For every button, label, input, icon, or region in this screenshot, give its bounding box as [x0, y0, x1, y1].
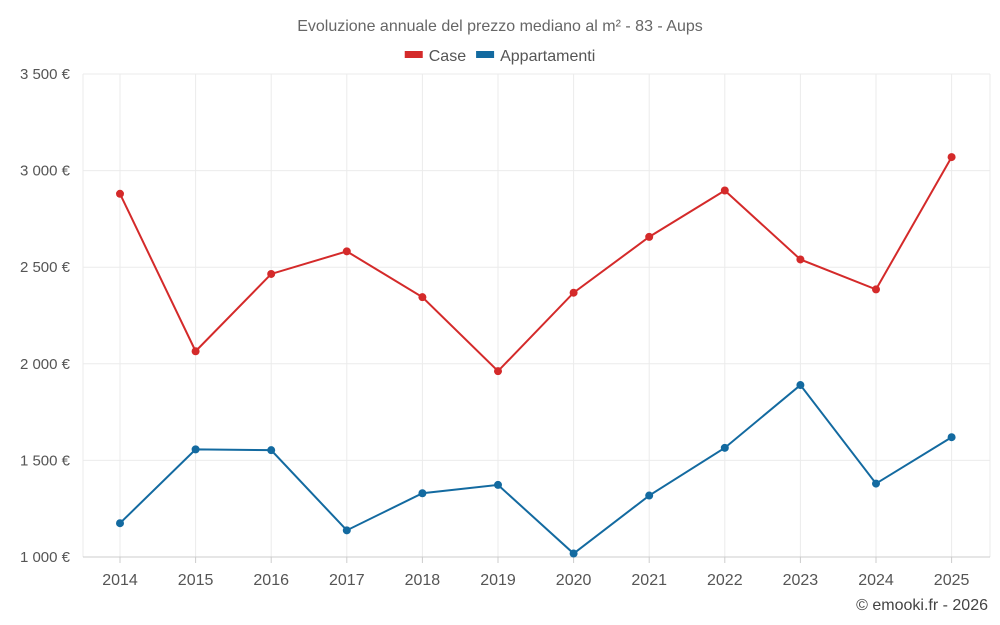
data-point-appartamenti: [720, 443, 729, 452]
x-tick-label: 2018: [405, 572, 441, 589]
data-point-appartamenti: [947, 433, 956, 442]
legend-swatch-case: [404, 51, 423, 58]
series-layer: [116, 153, 956, 558]
data-point-case: [116, 189, 124, 198]
x-tick-label: 2020: [556, 572, 592, 589]
axes: 1 000 € 1 500 € 2 000 € 2 500 € 3 000 € 3 500…: [20, 66, 990, 589]
legend-swatch-appartamenti: [476, 51, 495, 58]
series-line-case: [119, 156, 953, 373]
x-tick-label: 2024: [858, 572, 894, 589]
data-point-case: [645, 232, 654, 241]
x-tick-label: 2014: [102, 572, 138, 589]
y-tick-label: 1 000 €: [20, 549, 71, 566]
grid: [82, 73, 991, 557]
data-point-case: [720, 186, 729, 195]
data-point-appartamenti: [796, 381, 805, 390]
data-point-case: [418, 293, 427, 302]
x-tick-label: 2021: [631, 572, 667, 589]
series-line-appartamenti: [119, 383, 953, 555]
data-point-case: [872, 285, 880, 294]
data-point-appartamenti: [645, 491, 654, 500]
data-point-case: [796, 255, 805, 264]
data-point-appartamenti: [872, 479, 880, 488]
data-point-appartamenti: [569, 549, 578, 558]
data-point-case: [494, 367, 502, 376]
legend-label-case: Case: [429, 48, 466, 65]
x-tick-label: 2025: [934, 572, 970, 589]
x-tick-label: 2016: [253, 572, 289, 589]
data-point-appartamenti: [191, 445, 200, 454]
y-tick-label: 3 000 €: [20, 163, 71, 180]
data-point-case: [947, 153, 956, 162]
legend: Case Appartamenti: [404, 48, 595, 65]
data-point-appartamenti: [116, 519, 124, 528]
y-tick-label: 3 500 €: [20, 66, 71, 83]
data-point-appartamenti: [494, 480, 502, 489]
data-point-appartamenti: [418, 489, 427, 498]
data-point-case: [569, 288, 578, 297]
legend-label-appartamenti: Appartamenti: [500, 48, 595, 65]
data-point-case: [342, 247, 351, 256]
x-tick-label: 2023: [783, 572, 819, 589]
data-point-case: [191, 347, 200, 356]
y-tick-label: 2 000 €: [20, 356, 71, 373]
credit-text: © emooki.fr - 2026: [856, 597, 988, 614]
y-tick-label: 2 500 €: [20, 259, 71, 276]
chart-title: Evoluzione annuale del prezzo mediano al…: [297, 18, 703, 35]
x-tick-label: 2022: [707, 572, 743, 589]
x-tick-label: 2015: [178, 572, 214, 589]
data-point-case: [267, 269, 276, 278]
y-tick-label: 1 500 €: [20, 452, 71, 469]
x-tick-label: 2017: [329, 572, 365, 589]
data-point-appartamenti: [342, 526, 351, 535]
data-point-appartamenti: [267, 446, 276, 455]
x-tick-label: 2019: [480, 572, 516, 589]
